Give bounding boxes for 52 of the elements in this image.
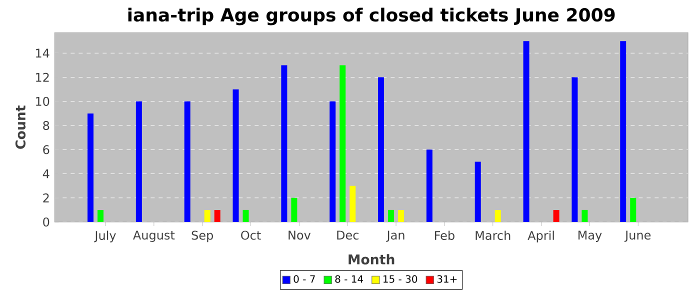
bar bbox=[378, 77, 384, 222]
bar bbox=[136, 101, 142, 222]
bar bbox=[388, 210, 394, 222]
y-tick-label: 12 bbox=[36, 72, 49, 82]
x-tick-label: Sep bbox=[192, 230, 214, 242]
bar bbox=[281, 65, 288, 222]
bar bbox=[291, 198, 298, 222]
x-tick-label: April bbox=[528, 230, 554, 242]
y-tick-label: 4 bbox=[42, 169, 50, 178]
bar bbox=[572, 77, 578, 222]
y-tick-label: 10 bbox=[36, 96, 50, 106]
bar bbox=[214, 210, 220, 222]
x-tick-label: Oct bbox=[241, 230, 261, 240]
y-tick-label: 14 bbox=[36, 48, 50, 58]
bar bbox=[582, 210, 588, 222]
x-tick-label: May bbox=[578, 230, 602, 242]
bar bbox=[620, 41, 626, 222]
y-tick-label: 6 bbox=[43, 145, 50, 154]
bar bbox=[350, 186, 356, 222]
bar bbox=[184, 101, 190, 222]
bar bbox=[88, 113, 94, 222]
bar bbox=[474, 162, 481, 222]
y-tick-label: 0 bbox=[43, 217, 50, 227]
x-tick-label: June bbox=[624, 230, 651, 242]
y-tick-label: 2 bbox=[43, 193, 49, 202]
legend-label: 15 - 30 bbox=[384, 275, 418, 283]
x-tick-label: Dec bbox=[337, 230, 358, 240]
bar bbox=[398, 210, 404, 222]
bar bbox=[340, 65, 346, 222]
legend-label: 31+ bbox=[437, 275, 457, 283]
legend-label: 0 - 7 bbox=[294, 275, 315, 283]
bar bbox=[494, 210, 501, 222]
bar bbox=[330, 101, 336, 222]
x-axis-title: Month bbox=[348, 254, 394, 264]
bar bbox=[204, 210, 210, 222]
x-tick-label: Jan bbox=[386, 230, 404, 242]
x-tick-label: August bbox=[133, 230, 175, 242]
x-tick-label: Feb bbox=[434, 230, 454, 240]
bar bbox=[242, 210, 249, 222]
chart-title: iana-trip Age groups of closed tickets June 2009 bbox=[128, 8, 615, 26]
y-axis-title: Count bbox=[15, 105, 26, 149]
bar bbox=[523, 41, 530, 222]
y-tick-label: 8 bbox=[43, 120, 50, 130]
x-tick-label: July bbox=[94, 230, 116, 242]
bar bbox=[98, 210, 104, 222]
legend-label: 8 - 14 bbox=[335, 275, 364, 283]
bar bbox=[232, 89, 239, 222]
bar bbox=[426, 150, 432, 222]
x-tick-label: Nov bbox=[288, 230, 311, 240]
bar bbox=[630, 198, 636, 222]
bar bbox=[553, 210, 560, 222]
x-tick-label: March bbox=[476, 230, 510, 240]
